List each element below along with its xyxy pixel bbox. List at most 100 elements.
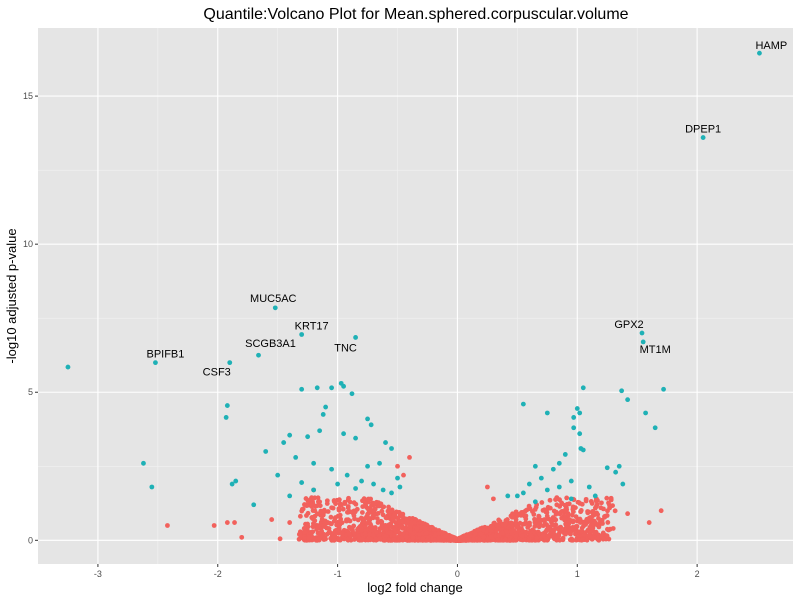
point-not-significant	[547, 497, 553, 503]
y-tick-label: 10	[23, 239, 33, 249]
point-significant	[652, 425, 658, 431]
point-significant	[263, 449, 269, 454]
point-significant	[365, 416, 370, 422]
point-significant	[371, 481, 376, 487]
point-significant	[613, 469, 619, 475]
point-not-significant	[491, 520, 497, 526]
point-significant	[341, 431, 346, 437]
point-not-significant	[391, 532, 397, 538]
point-not-significant	[383, 515, 389, 521]
point-not-significant	[366, 506, 371, 512]
point-not-significant	[310, 524, 316, 530]
point-not-significant	[325, 509, 331, 514]
point-significant	[380, 487, 386, 493]
point-not-significant	[360, 537, 365, 543]
point-significant	[299, 386, 305, 392]
point-not-significant	[391, 537, 397, 542]
point-not-significant	[601, 506, 606, 512]
point-not-significant	[608, 495, 614, 501]
point-not-significant	[526, 503, 532, 509]
point-not-significant	[562, 507, 568, 513]
point-significant	[141, 460, 146, 466]
gene-label-gpx2: GPX2	[614, 319, 643, 331]
point-not-significant	[310, 508, 316, 513]
point-not-significant	[456, 537, 461, 543]
point-not-significant	[345, 517, 351, 523]
point-significant	[577, 410, 583, 416]
gene-label-dpep1: DPEP1	[685, 124, 721, 136]
point-not-significant	[365, 511, 371, 517]
point-not-significant	[573, 514, 579, 520]
point-not-significant	[542, 517, 547, 523]
point-not-significant	[339, 530, 345, 536]
point-not-significant	[368, 536, 374, 542]
point-not-significant	[420, 520, 425, 526]
point-not-significant	[477, 537, 483, 543]
point-significant	[395, 475, 400, 481]
point-not-significant	[324, 498, 330, 504]
point-not-significant	[496, 533, 502, 539]
point-not-significant	[368, 527, 374, 533]
point-not-significant	[480, 527, 486, 533]
point-tnc	[353, 335, 358, 340]
point-not-significant	[522, 521, 528, 527]
point-not-significant	[566, 517, 572, 522]
grid-major	[38, 28, 793, 564]
point-not-significant	[317, 499, 323, 505]
point-not-significant	[224, 520, 230, 525]
point-not-significant	[550, 530, 556, 536]
point-not-significant	[335, 513, 341, 519]
point-not-significant	[365, 515, 371, 521]
point-not-significant	[586, 509, 592, 515]
plot-panel	[38, 28, 793, 564]
point-not-significant	[420, 536, 426, 541]
point-scgb3a1	[256, 352, 261, 358]
point-not-significant	[607, 503, 613, 509]
point-not-significant	[398, 518, 404, 524]
point-not-significant	[390, 515, 396, 521]
point-significant	[329, 466, 335, 472]
point-not-significant	[312, 536, 318, 542]
point-significant	[287, 493, 293, 499]
point-not-significant	[495, 537, 501, 542]
point-not-significant	[570, 518, 576, 524]
point-not-significant	[317, 503, 323, 509]
chart-title: Quantile:Volcano Plot for Mean.sphered.c…	[203, 6, 628, 23]
point-significant	[550, 466, 556, 472]
point-not-significant	[386, 509, 392, 515]
point-not-significant	[470, 537, 476, 543]
point-not-significant	[596, 516, 601, 521]
point-dpep1	[700, 135, 706, 140]
point-not-significant	[559, 500, 565, 506]
points-significant	[65, 50, 762, 508]
point-not-significant	[370, 532, 376, 538]
point-not-significant	[232, 520, 237, 525]
point-not-significant	[365, 499, 371, 505]
point-not-significant	[395, 463, 400, 469]
point-not-significant	[375, 510, 381, 516]
point-not-significant	[554, 496, 559, 502]
point-not-significant	[310, 529, 316, 535]
point-not-significant	[314, 511, 320, 517]
point-not-significant	[564, 501, 570, 507]
point-significant	[616, 463, 622, 469]
point-not-significant	[604, 533, 610, 539]
point-not-significant	[593, 520, 598, 526]
point-significant	[571, 425, 577, 431]
point-not-significant	[604, 526, 610, 532]
point-significant	[349, 391, 355, 397]
point-not-significant	[351, 513, 357, 518]
point-not-significant	[583, 496, 589, 502]
point-not-significant	[340, 506, 346, 512]
point-significant	[520, 401, 526, 407]
point-not-significant	[414, 526, 420, 532]
x-tick-label: 1	[575, 569, 580, 579]
x-axis-ticks: -3 -2 -1 0 1 2	[94, 564, 700, 579]
point-not-significant	[513, 517, 519, 523]
point-not-significant	[444, 533, 449, 539]
point-significant	[341, 383, 346, 389]
point-significant	[397, 484, 403, 490]
point-not-significant	[392, 526, 398, 532]
point-not-significant	[583, 522, 589, 527]
